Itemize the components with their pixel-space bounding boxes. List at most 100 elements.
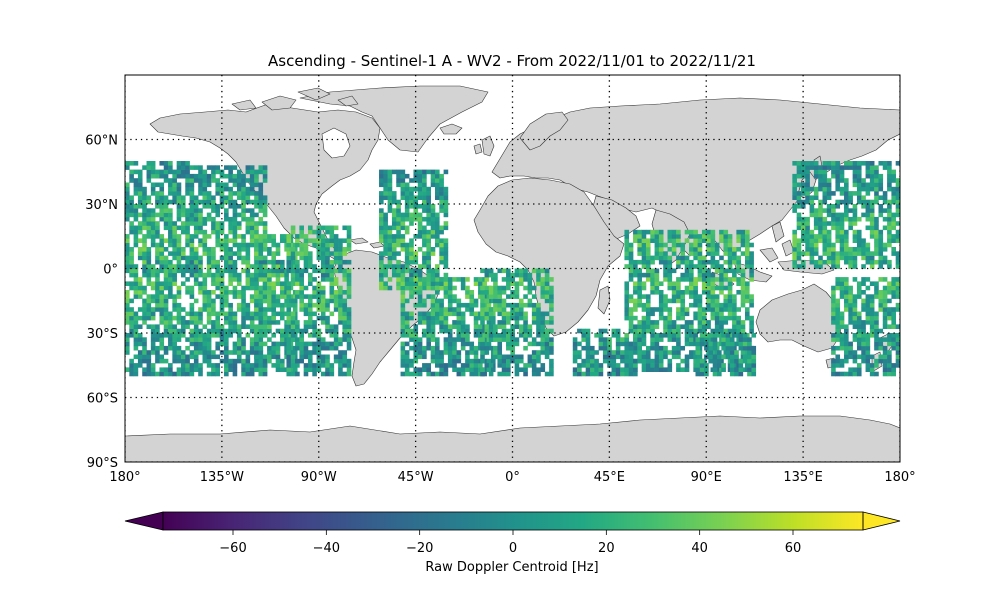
swath-cell <box>831 320 836 325</box>
swath-cell <box>891 324 896 329</box>
swath-cell <box>133 290 139 295</box>
swath-cell <box>831 191 836 196</box>
swath-cell <box>490 320 496 325</box>
swath-cell <box>137 199 143 205</box>
swath-cell <box>723 328 729 334</box>
swath-cell <box>236 302 242 308</box>
swath-cell <box>891 199 896 205</box>
swath-cell <box>338 268 343 274</box>
swath-cell <box>342 268 348 274</box>
swath-cell <box>607 371 612 377</box>
swath-cell <box>852 320 858 325</box>
swath-cell <box>236 307 242 312</box>
swath-cell <box>544 285 550 291</box>
swath-cell <box>523 285 528 291</box>
swath-cell <box>865 186 871 192</box>
swath-cell <box>439 298 444 304</box>
swath-cell <box>387 285 393 291</box>
swath-cell <box>822 238 828 243</box>
swath-cell <box>882 358 888 364</box>
swath-cell <box>146 367 152 372</box>
swath-cell <box>727 238 733 243</box>
swath-cell <box>176 337 182 342</box>
swath-cell <box>594 367 599 372</box>
swath-cell <box>895 302 900 308</box>
swath-cell <box>874 328 879 334</box>
swath-cell <box>486 358 492 364</box>
swath-cell <box>391 268 397 274</box>
swath-cell <box>396 242 401 248</box>
swath-cell <box>236 251 242 256</box>
swath-cell <box>732 247 737 252</box>
swath-cell <box>422 169 427 175</box>
swath-cell <box>689 247 694 252</box>
swath-cell <box>615 371 621 377</box>
swath-cell <box>658 281 664 286</box>
swath-cell <box>693 285 698 291</box>
swath-cell <box>689 333 694 338</box>
swath-cell <box>176 307 182 312</box>
swath-cell <box>590 354 595 360</box>
swath-cell <box>723 238 729 243</box>
swath-cell <box>729 363 735 368</box>
swath-cell <box>168 311 173 317</box>
swath-cell <box>447 311 453 317</box>
swath-cell <box>198 367 203 372</box>
swath-cell <box>185 178 190 183</box>
swath-cell <box>295 294 300 299</box>
swath-cell <box>129 229 134 235</box>
swath-cell <box>518 354 524 360</box>
swath-cell <box>146 208 152 213</box>
swath-cell <box>615 363 621 368</box>
swath-cell <box>329 242 335 248</box>
swath-cell <box>426 208 431 213</box>
swath-cell <box>404 268 410 274</box>
swath-cell <box>891 341 896 347</box>
swath-cell <box>254 234 259 239</box>
swath-cell <box>267 302 272 308</box>
swath-cell <box>641 242 647 248</box>
swath-cell <box>299 268 304 274</box>
swath-cell <box>473 324 479 329</box>
swath-cell <box>704 345 709 351</box>
swath-cell <box>189 186 195 192</box>
swath-cell <box>189 328 195 334</box>
swath-cell <box>211 195 216 200</box>
swath-cell <box>887 367 892 372</box>
swath-cell <box>241 216 246 222</box>
swath-cell <box>839 191 845 196</box>
swath-cell <box>249 165 255 170</box>
swath-cell <box>228 328 233 334</box>
swath-cell <box>404 247 410 252</box>
swath-cell <box>249 264 255 269</box>
swath-cell <box>262 242 268 248</box>
swath-cell <box>719 238 724 243</box>
swath-cell <box>189 234 195 239</box>
swath-cell <box>852 191 858 196</box>
swath-cell <box>501 324 507 329</box>
swath-cell <box>346 320 352 325</box>
swath-cell <box>409 216 414 222</box>
swath-cell <box>299 333 304 338</box>
swath-cell <box>891 169 896 175</box>
swath-cell <box>874 238 879 243</box>
swath-cell <box>839 281 845 286</box>
swath-cell <box>303 251 309 256</box>
swath-cell <box>663 294 668 299</box>
swath-cell <box>211 272 216 278</box>
swath-cell <box>628 251 634 256</box>
swath-cell <box>624 371 630 377</box>
swath-cell <box>805 186 810 192</box>
swath-cell <box>168 221 173 226</box>
swath-cell <box>813 208 819 213</box>
swath-cell <box>654 345 660 351</box>
swath-cell <box>645 302 651 308</box>
swath-cell <box>895 345 900 351</box>
swath-cell <box>447 302 453 308</box>
swath-cell <box>271 350 276 355</box>
swath-cell <box>501 320 507 325</box>
swath-cell <box>865 363 871 368</box>
swath-cell <box>163 307 169 312</box>
swath-cell <box>133 311 139 317</box>
swath-cell <box>168 281 173 286</box>
